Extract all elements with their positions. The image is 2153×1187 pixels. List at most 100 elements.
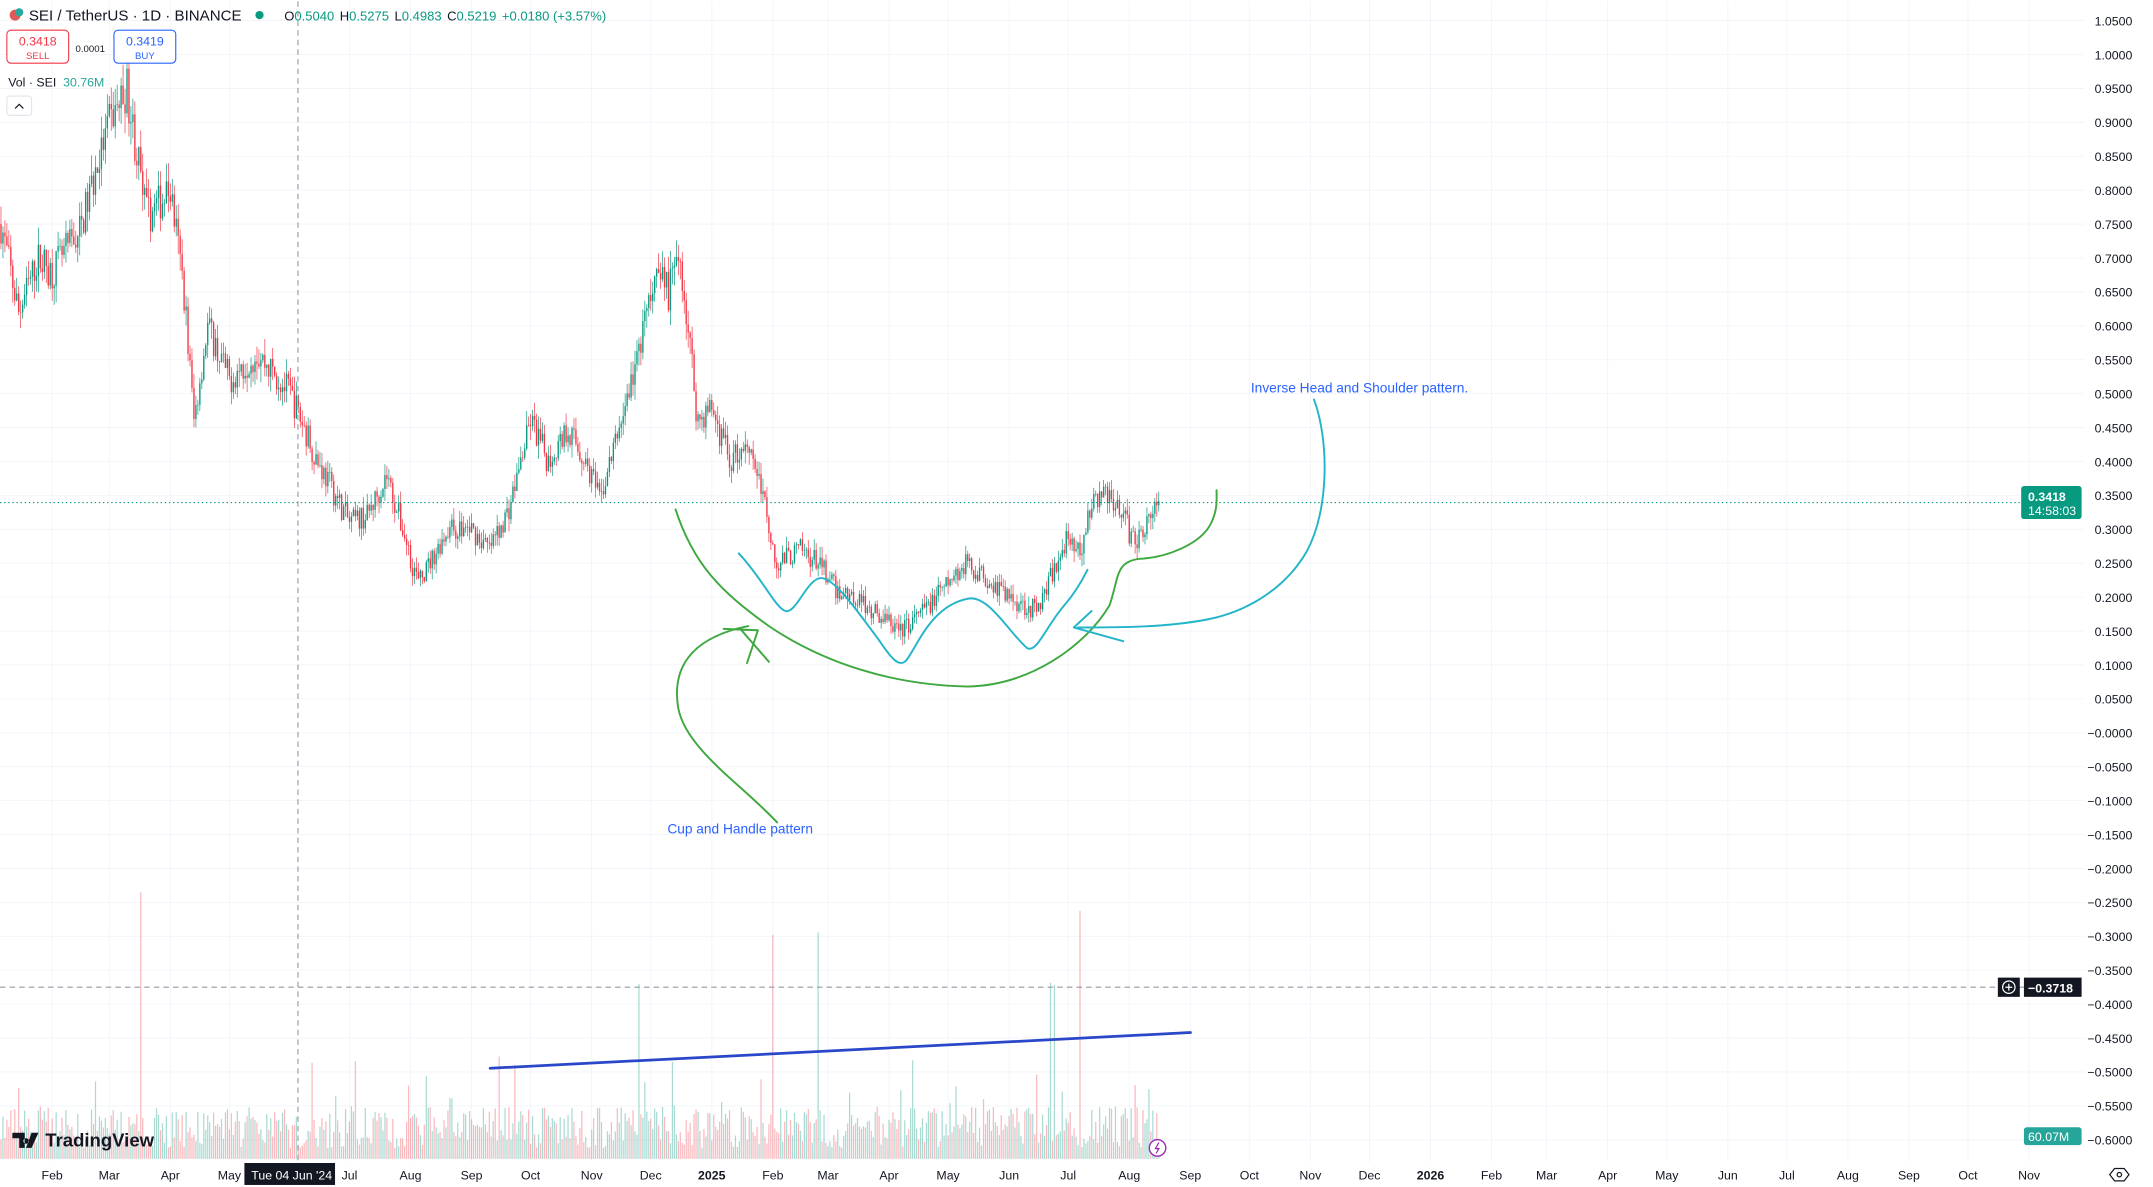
volume-bar — [902, 1146, 904, 1159]
candle — [650, 279, 652, 311]
volume-bar — [437, 1133, 439, 1159]
volume-bar — [266, 1114, 268, 1159]
candle — [480, 532, 483, 554]
volume-bar — [713, 1114, 715, 1159]
tradingview-logo[interactable]: TradingView — [12, 1130, 155, 1151]
price-tick-label: 0.7500 — [2095, 218, 2133, 232]
candle — [100, 116, 103, 187]
time-tick-label: 2025 — [698, 1168, 726, 1182]
volume-bar — [405, 1121, 408, 1159]
volume-bar — [171, 1112, 173, 1159]
candle — [657, 253, 660, 274]
candle — [159, 171, 162, 232]
volume-bar — [898, 1119, 900, 1159]
candle — [447, 527, 449, 540]
volume-trendline[interactable] — [488, 1031, 1192, 1070]
candle — [122, 64, 124, 105]
candle — [281, 378, 284, 406]
candle — [352, 506, 355, 517]
candle — [494, 530, 496, 546]
volume-bar — [470, 1119, 473, 1159]
candle — [382, 487, 384, 498]
candle — [935, 586, 937, 612]
cup-handle-arrow[interactable] — [676, 625, 779, 824]
volume-bar — [1103, 1124, 1105, 1159]
time-tick-label: Mar — [817, 1168, 838, 1182]
candle — [71, 219, 73, 248]
drawings[interactable] — [488, 398, 1326, 1070]
candle — [675, 240, 678, 267]
tradingview-logo-icon — [12, 1132, 39, 1148]
candle — [1140, 525, 1142, 533]
candle — [258, 349, 260, 369]
volume-bar — [179, 1141, 181, 1159]
candle — [939, 581, 941, 596]
candle — [455, 525, 457, 548]
candle — [1142, 525, 1144, 543]
cup-and-handle-drawing[interactable] — [674, 489, 1218, 688]
volume-bar — [67, 1124, 69, 1159]
candle — [1106, 481, 1109, 514]
volume-bar — [927, 1111, 930, 1159]
volume-bar — [691, 1145, 693, 1159]
candle — [112, 91, 114, 129]
candle — [268, 363, 270, 387]
volume-bar — [541, 1108, 544, 1159]
collapse-indicators-button[interactable] — [6, 95, 33, 116]
gear-icon[interactable] — [2108, 1167, 2130, 1182]
candle — [264, 339, 266, 377]
candle — [203, 348, 205, 382]
time-tick-label: Feb — [1481, 1168, 1502, 1182]
symbol-title[interactable]: SEI / TetherUS · 1D · BINANCE — [29, 8, 242, 25]
candle — [79, 202, 81, 256]
volume-bar — [504, 1108, 506, 1159]
crosshair-date: Tue 04 Jun '24 — [251, 1168, 332, 1182]
inverse-hs-label[interactable]: Inverse Head and Shoulder pattern. — [1251, 381, 1468, 396]
price-axis[interactable]: 1.0500 1.0000 0.9500 0.9000 0.8500 0.8000 0.75… — [2087, 14, 2132, 1147]
candle — [589, 457, 591, 487]
bar-countdown: 14:58:03 — [2028, 504, 2076, 518]
volume-bar — [274, 1112, 276, 1159]
add-alert-icon[interactable] — [2002, 980, 2016, 995]
volume-bar — [878, 1115, 880, 1159]
time-axis[interactable]: Feb Mar Apr May Jul Aug Sep Oct Nov Dec 2025 Feb Mar… — [42, 1168, 2041, 1182]
candle — [1081, 543, 1083, 567]
buy-button[interactable]: 0.3419 BUY — [113, 29, 177, 64]
candle — [689, 330, 691, 354]
sell-button[interactable]: 0.3418 SELL — [6, 29, 70, 64]
candle — [228, 355, 231, 380]
inverse-head-shoulders-drawing[interactable] — [737, 552, 1089, 664]
candle — [579, 441, 581, 463]
volume-bar — [246, 1116, 248, 1159]
volume-bar — [427, 1107, 429, 1159]
candle — [1150, 511, 1152, 530]
candle — [512, 481, 514, 503]
volume-bar — [392, 1118, 394, 1159]
market-open-icon — [255, 10, 264, 20]
candle — [403, 523, 406, 542]
candle — [118, 100, 120, 122]
candle — [715, 410, 717, 433]
volume-bar — [894, 1119, 896, 1159]
candle — [644, 300, 646, 337]
volume-bar — [1124, 1108, 1126, 1159]
price-tick-label: −0.3000 — [2087, 930, 2132, 944]
inverse-hs-arrow[interactable] — [1072, 398, 1326, 643]
cup-handle-label[interactable]: Cup and Handle pattern — [667, 821, 813, 836]
candle — [19, 300, 22, 329]
candle — [486, 536, 489, 553]
candle — [760, 462, 762, 504]
price-tick-label: −0.4000 — [2087, 998, 2132, 1012]
candle — [819, 546, 821, 569]
volume-bar — [144, 1141, 146, 1159]
volume-indicator-label[interactable]: Vol · SEI 30.76M — [8, 75, 104, 89]
candle — [898, 614, 900, 638]
candle — [575, 417, 577, 447]
candle — [669, 251, 672, 325]
volume-bar — [307, 1130, 309, 1159]
lightning-icon[interactable] — [1148, 1138, 1167, 1157]
candle — [175, 205, 177, 237]
volume-bar — [252, 1117, 254, 1159]
candle — [837, 580, 839, 605]
